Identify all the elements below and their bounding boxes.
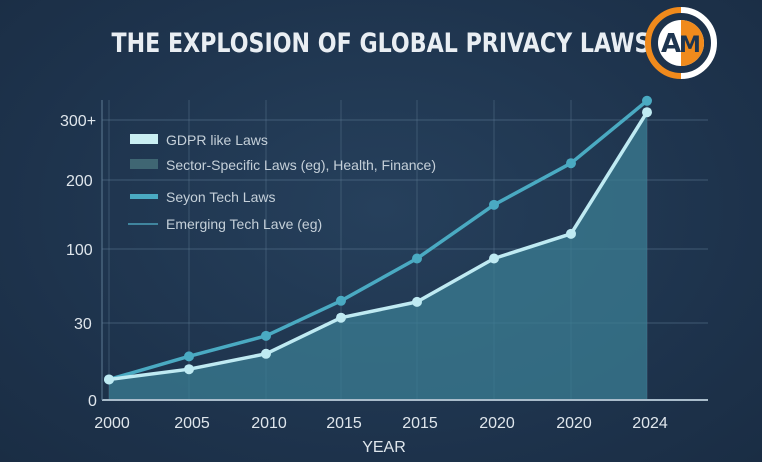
x-tick-label: 2015 — [326, 415, 362, 432]
tick-labels: 2000 2005 2010 2015 2015 2020 2020 2024 0 30 100 20… — [60, 113, 668, 432]
y-tick-label: 0 — [88, 393, 97, 410]
series-area — [109, 112, 647, 400]
data-point — [489, 199, 499, 210]
data-point — [336, 312, 346, 323]
legend: GDPR like Laws Sector-Specific Laws (eg),… — [128, 132, 436, 232]
data-point — [184, 364, 194, 375]
chart-title: THE EXPLOSION OF GLOBAL PRIVACY LAWS — [111, 28, 651, 59]
series-layer — [104, 95, 652, 385]
legend-label: Emerging Tech Lave (eg) — [166, 216, 322, 232]
legend-swatch — [130, 134, 158, 144]
x-tick-label: 2010 — [251, 415, 287, 432]
legend-swatch — [130, 194, 158, 199]
x-tick-label: 2015 — [402, 415, 438, 432]
x-tick-label: 2020 — [556, 415, 592, 432]
axes — [101, 100, 708, 401]
data-point — [412, 296, 422, 307]
x-tick-label: 2020 — [479, 415, 515, 432]
y-tick-label: 200 — [66, 173, 93, 190]
data-point — [489, 253, 499, 264]
legend-label: Seyon Tech Laws — [166, 189, 275, 205]
svg-text:M: M — [679, 33, 701, 58]
legend-swatch — [130, 159, 158, 169]
logo: A M — [645, 7, 717, 79]
data-point — [642, 95, 652, 106]
data-point — [104, 374, 114, 385]
legend-label: GDPR like Laws — [166, 132, 268, 148]
series-line-1 — [108, 99, 649, 382]
data-point — [261, 348, 271, 359]
y-tick-label: 100 — [66, 242, 93, 259]
y-tick-label: 300+ — [60, 113, 96, 130]
data-point — [412, 253, 422, 264]
x-tick-label: 2024 — [632, 415, 668, 432]
data-point — [566, 228, 576, 239]
legend-label: Sector-Specific Laws (eg), Health, Finan… — [166, 157, 436, 173]
data-point — [261, 330, 271, 341]
svg-text:A: A — [661, 29, 681, 59]
x-axis-label: YEAR — [362, 439, 406, 456]
data-point — [566, 158, 576, 169]
series-line-2 — [108, 111, 649, 382]
x-tick-label: 2000 — [94, 415, 130, 432]
data-point — [184, 351, 194, 362]
data-point — [642, 107, 652, 118]
x-tick-label: 2005 — [174, 415, 210, 432]
data-point — [336, 295, 346, 306]
area-layer — [109, 112, 647, 400]
y-tick-label: 30 — [74, 316, 92, 333]
